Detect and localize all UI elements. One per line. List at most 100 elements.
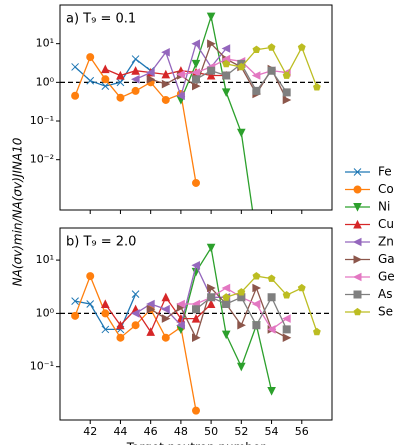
- data-point: [207, 39, 216, 49]
- data-point: [101, 309, 110, 318]
- data-point: [191, 406, 201, 415]
- legend-label: Ga: [378, 252, 395, 266]
- y-axis-label: NA(σv)min/NA(σv)JINA10: [11, 137, 25, 286]
- data-point: [86, 53, 95, 62]
- data-point: [176, 91, 185, 101]
- legend-marker: [353, 255, 363, 264]
- panel: 42 44 46 48 50 52 54 56 10⁻¹ 10⁰ 10¹ b) T₉ = 2.0 Tar…: [30, 227, 333, 445]
- data-point: [221, 88, 231, 98]
- data-point: [116, 93, 125, 102]
- data-point: [131, 86, 140, 95]
- data-point: [131, 66, 140, 75]
- data-point: [161, 79, 171, 89]
- data-point: [282, 88, 291, 97]
- legend-label: Se: [378, 305, 393, 319]
- data-point: [236, 128, 246, 138]
- plot-area: [60, 5, 332, 210]
- panel: 10⁻² 10⁻¹ 10⁰ 10¹ a) T₉ = 0.1: [30, 4, 333, 214]
- data-point: [116, 333, 125, 342]
- legend-label: Fe: [378, 165, 392, 179]
- data-point: [71, 311, 80, 320]
- data-point: [221, 44, 231, 53]
- data-point: [101, 75, 110, 84]
- data-point: [71, 91, 80, 100]
- data-point: [282, 290, 291, 299]
- data-point: [251, 299, 261, 309]
- data-point: [146, 304, 156, 314]
- y-tick-label: 10¹: [36, 253, 54, 266]
- y-tick-label: 10¹: [36, 37, 54, 50]
- data-point: [100, 64, 110, 74]
- data-point: [206, 70, 216, 80]
- series-group: [71, 243, 321, 415]
- legend-marker: [353, 290, 362, 299]
- legend-marker: [353, 203, 362, 212]
- data-point: [221, 283, 231, 293]
- x-tick-label: 50: [204, 425, 218, 438]
- x-tick-label: 56: [295, 425, 309, 438]
- data-point: [282, 333, 292, 343]
- data-point: [297, 283, 306, 292]
- x-tick-label: 44: [113, 425, 127, 438]
- data-point: [251, 71, 261, 80]
- series-line: [150, 286, 288, 340]
- data-point: [252, 271, 261, 280]
- data-point: [191, 260, 200, 270]
- panel-title: b) T₉ = 2.0: [66, 235, 136, 250]
- data-point: [282, 325, 291, 334]
- data-point: [161, 47, 170, 57]
- data-point: [176, 70, 185, 79]
- data-point: [252, 45, 261, 53]
- data-point: [282, 95, 292, 105]
- data-point: [130, 74, 140, 84]
- data-point: [130, 309, 140, 318]
- legend-label: Zn: [378, 235, 394, 249]
- data-point: [161, 292, 171, 302]
- data-point: [161, 95, 170, 104]
- series-group: [71, 12, 321, 210]
- data-point: [146, 327, 156, 336]
- legend-label: Ni: [378, 200, 390, 214]
- data-point: [191, 313, 201, 323]
- legend-marker: [353, 185, 362, 194]
- data-point: [71, 63, 79, 71]
- data-point: [101, 82, 110, 90]
- y-tick-label: 10⁻²: [30, 153, 54, 166]
- legend-label: Ge: [378, 270, 395, 284]
- data-point: [252, 321, 261, 330]
- legend-marker: [352, 237, 362, 247]
- plot-frame: [59, 4, 333, 211]
- legend-marker: [353, 219, 362, 229]
- y-tick-label: 10⁻¹: [30, 114, 54, 127]
- data-point: [266, 325, 276, 334]
- data-point: [161, 69, 171, 79]
- data-point: [206, 299, 216, 308]
- data-point: [100, 299, 110, 308]
- x-tick-label: 48: [174, 425, 188, 438]
- data-point: [207, 66, 216, 75]
- x-tick-label: 42: [83, 425, 97, 438]
- data-point: [71, 297, 79, 305]
- data-point: [116, 320, 125, 330]
- data-point: [297, 43, 306, 51]
- data-point: [146, 299, 155, 309]
- data-point: [146, 74, 156, 84]
- data-point: [192, 81, 201, 91]
- legend-marker: [352, 272, 362, 282]
- data-point: [222, 293, 231, 301]
- x-tick-label: 54: [265, 425, 279, 438]
- data-point: [237, 288, 246, 296]
- x-tick-label: 52: [234, 425, 248, 438]
- data-point: [86, 300, 95, 308]
- data-point: [131, 321, 140, 330]
- legend-marker: [353, 307, 362, 316]
- legend-marker: [353, 168, 362, 176]
- data-point: [116, 70, 125, 80]
- data-point: [237, 62, 246, 71]
- data-point: [207, 293, 216, 302]
- data-point: [161, 304, 170, 314]
- data-point: [101, 325, 110, 334]
- data-point: [313, 83, 321, 91]
- data-point: [206, 12, 216, 22]
- data-point: [116, 78, 125, 87]
